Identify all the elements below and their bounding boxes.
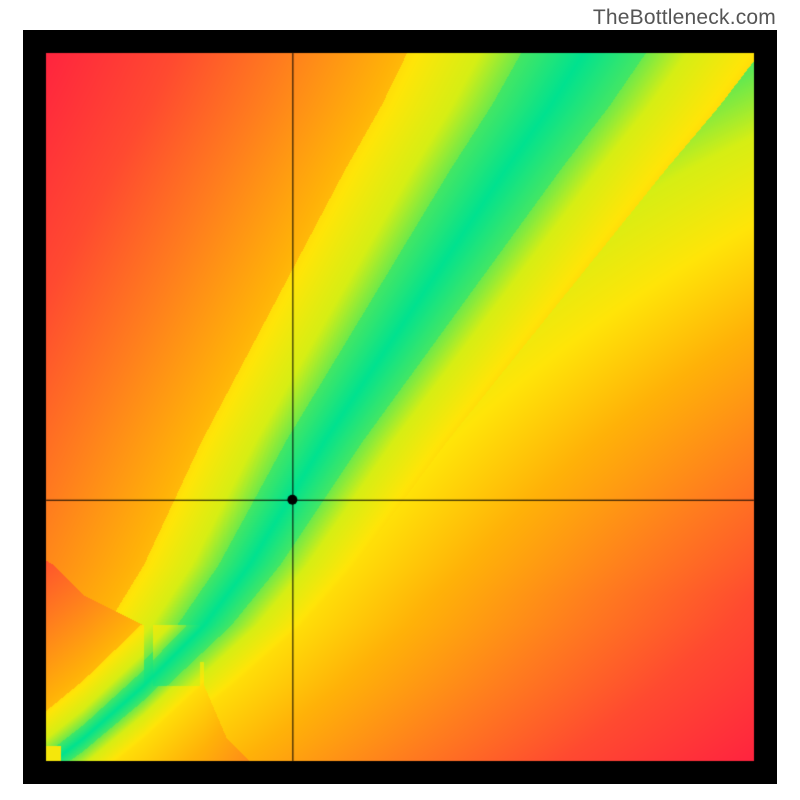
watermark-text: TheBottleneck.com (593, 6, 776, 30)
plot-frame (23, 30, 777, 784)
crosshair-overlay (23, 30, 777, 784)
chart-container: TheBottleneck.com (0, 0, 800, 800)
